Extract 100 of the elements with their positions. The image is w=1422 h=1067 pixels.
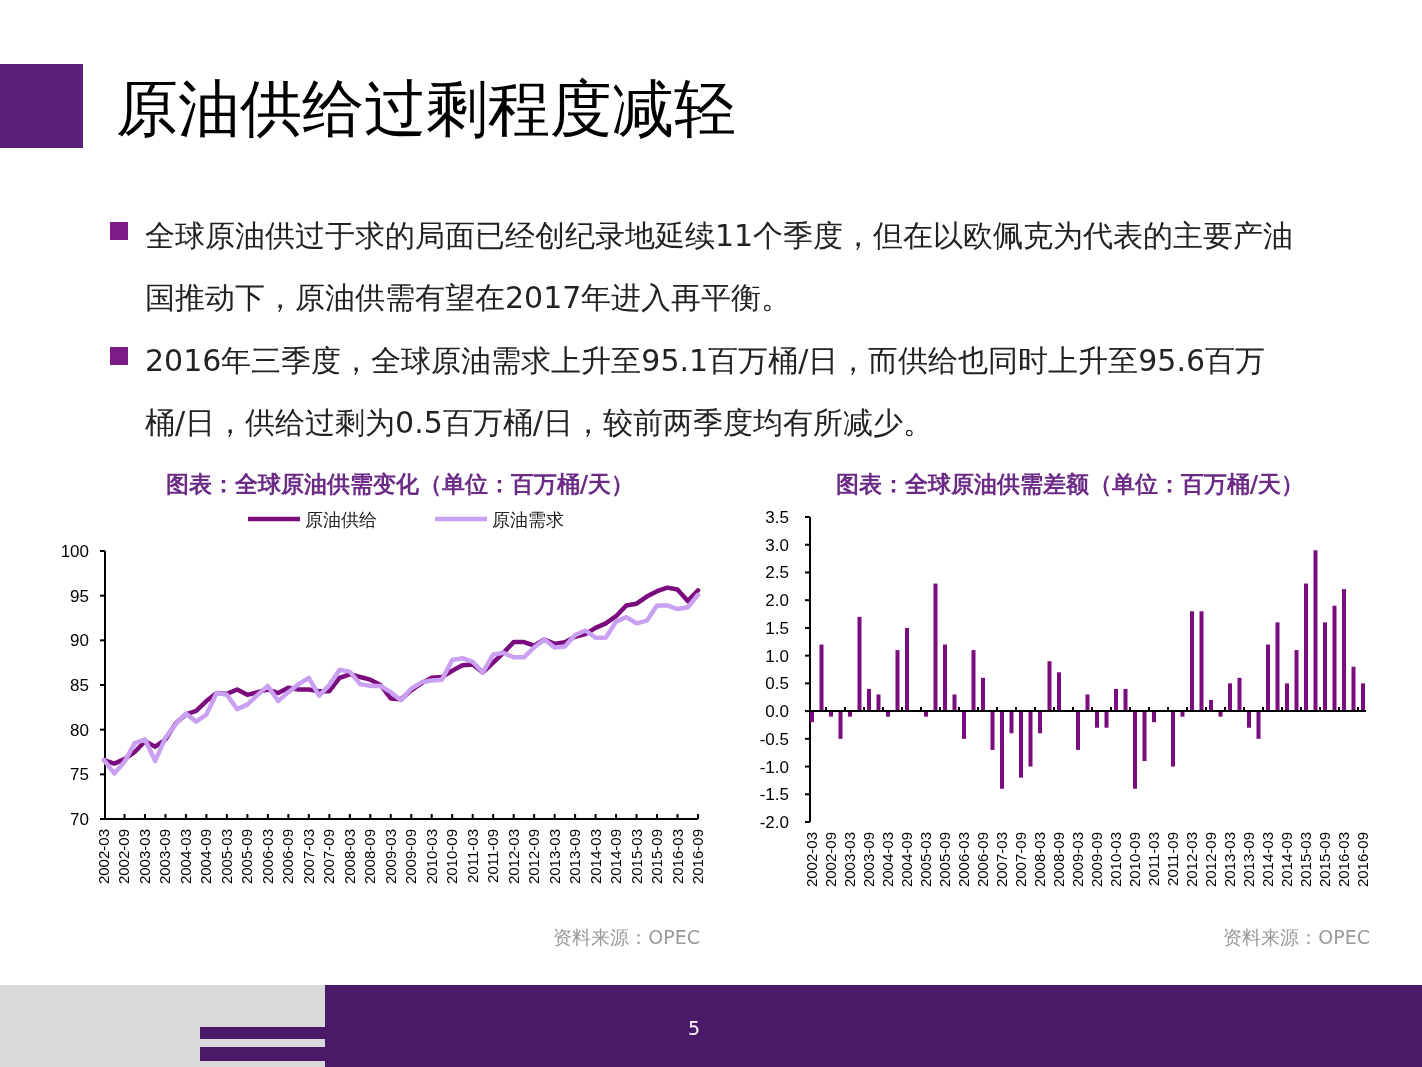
bar xyxy=(1038,711,1042,734)
x-tick-label: 2012-09 xyxy=(1202,832,1219,888)
bar xyxy=(1304,583,1308,712)
bar xyxy=(1294,650,1299,712)
x-tick-label: 2015-03 xyxy=(1297,832,1314,888)
bar xyxy=(1114,688,1118,712)
x-tick-label: 2003-03 xyxy=(135,829,153,885)
text: 5 xyxy=(687,1017,701,1039)
x-tick-label: 2011-03 xyxy=(463,829,481,883)
y-tick-label: 85 xyxy=(70,676,89,695)
bar xyxy=(1209,700,1213,712)
bar xyxy=(1180,711,1185,717)
bar xyxy=(1047,661,1052,712)
y-tick-label: 2.0 xyxy=(765,591,789,611)
x-tick-label: 2006-09 xyxy=(974,832,991,888)
bar xyxy=(1199,611,1204,712)
x-tick-label: 2003-03 xyxy=(841,832,858,888)
bar xyxy=(1028,711,1033,767)
x-tick-label: 2015-09 xyxy=(648,829,666,885)
y-tick-label: 3.0 xyxy=(765,535,789,555)
x-tick-label: 2007-03 xyxy=(993,832,1010,888)
x-tick-label: 2006-09 xyxy=(279,829,297,885)
bar xyxy=(1228,683,1232,712)
x-tick-label: 2016-09 xyxy=(689,829,706,885)
bar xyxy=(867,688,871,712)
text: 资料来源：OPEC xyxy=(1223,926,1370,948)
x-tick-label: 2004-03 xyxy=(176,829,194,885)
bar xyxy=(1190,611,1194,712)
x-tick-label: 2010-09 xyxy=(443,829,461,885)
x-tick-label: 2004-03 xyxy=(879,832,896,888)
bar xyxy=(838,711,843,739)
x-tick-label: 2003-09 xyxy=(860,832,877,888)
x-tick-label: 2009-03 xyxy=(1069,832,1086,888)
chart-title: 图表：全球原油供需差额（单位：百万桶/天） xyxy=(835,471,1305,497)
x-tick-label: 2012-09 xyxy=(525,829,543,885)
x-tick-label: 2014-03 xyxy=(586,829,604,885)
bar xyxy=(1266,644,1270,712)
bar xyxy=(1057,672,1061,712)
bar xyxy=(943,644,947,712)
bar xyxy=(1218,711,1223,717)
bar xyxy=(971,650,976,712)
bar xyxy=(1351,666,1356,712)
y-tick-label: 80 xyxy=(70,720,89,740)
x-tick-label: 2010-03 xyxy=(1107,832,1124,888)
text: 全球原油供过于求的局面已经创纪录地延续11个季度，但在以欧佩克为代表的主要产油国推动下，原油供需有望在2017年进入再平衡。 xyxy=(145,217,1295,317)
x-tick-label: 2002-09 xyxy=(115,829,133,885)
bar xyxy=(819,644,824,712)
bar xyxy=(1323,622,1327,712)
bar xyxy=(895,650,900,712)
bar xyxy=(886,711,890,717)
x-tick-label: 2012-03 xyxy=(1183,832,1200,888)
x-tick-label: 2013-09 xyxy=(566,829,584,885)
x-tick-label: 2008-03 xyxy=(340,829,358,885)
x-tick-label: 2003-09 xyxy=(156,829,174,885)
bar xyxy=(1085,694,1090,712)
x-tick-label: 2007-09 xyxy=(1012,832,1029,888)
bar xyxy=(1152,711,1156,723)
y-tick-label: 1.0 xyxy=(765,646,789,666)
bar xyxy=(1342,589,1346,712)
y-tick-label: 95 xyxy=(70,586,89,606)
x-tick-label: 2014-09 xyxy=(1278,832,1295,888)
bar xyxy=(829,711,833,717)
chart-title: 图表：全球原油供需变化（单位：百万桶/天） xyxy=(165,471,635,497)
bar xyxy=(990,711,995,750)
text: 原油供给过剩程度减轻 xyxy=(116,71,736,147)
x-tick-label: 2008-09 xyxy=(361,829,379,885)
x-tick-label: 2005-09 xyxy=(238,829,256,885)
x-tick-label: 2002-09 xyxy=(822,832,839,888)
x-tick-label: 2009-03 xyxy=(381,829,399,885)
x-tick-label: 2010-09 xyxy=(1126,832,1143,888)
y-tick-label: -1.5 xyxy=(759,785,789,805)
y-tick-label: 0.0 xyxy=(765,702,789,722)
y-tick-label: 75 xyxy=(70,765,89,785)
y-tick-label: -2.0 xyxy=(759,813,789,832)
bar xyxy=(1247,711,1251,728)
bar xyxy=(1285,683,1289,712)
y-tick-label: 3.5 xyxy=(765,508,789,527)
bar xyxy=(876,694,881,712)
bar xyxy=(1256,711,1261,739)
y-tick-label: 2.5 xyxy=(765,563,789,583)
bar xyxy=(1133,711,1137,789)
text: 2016年三季度，全球原油需求上升至95.1百万桶/日，而供给也同时上升至95.6百万桶/日，供给过剩为0.5百万桶/日，较前两季度均有所减少。 xyxy=(145,342,1267,442)
x-tick-label: 2013-03 xyxy=(1221,832,1238,888)
x-tick-label: 2013-09 xyxy=(1240,832,1257,888)
y-tick-label: -0.5 xyxy=(759,729,789,749)
x-tick-label: 2008-09 xyxy=(1050,832,1067,888)
bar xyxy=(1237,677,1242,712)
x-tick-label: 2016-09 xyxy=(1354,832,1371,888)
bar xyxy=(1313,550,1318,712)
x-tick-label: 2013-03 xyxy=(545,829,563,885)
bar xyxy=(1332,605,1337,712)
y-tick-label: 1.5 xyxy=(765,618,789,638)
bar xyxy=(1019,711,1023,778)
x-tick-label: 2016-03 xyxy=(1335,832,1352,888)
x-tick-label: 2009-09 xyxy=(402,829,420,885)
bar xyxy=(848,711,852,717)
x-tick-label: 2015-09 xyxy=(1316,832,1333,888)
x-tick-label: 2005-09 xyxy=(936,832,953,888)
bar xyxy=(1009,711,1014,734)
x-tick-label: 2011-09 xyxy=(1164,832,1181,886)
